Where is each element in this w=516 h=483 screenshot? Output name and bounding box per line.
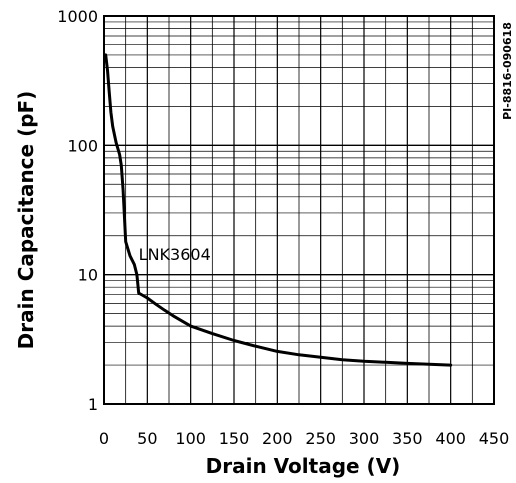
y-tick-label: 10 [78, 266, 98, 285]
x-tick-label: 300 [349, 429, 380, 448]
x-axis-label: Drain Voltage (V) [206, 454, 401, 478]
y-axis-label: Drain Capacitance (pF) [14, 91, 38, 350]
x-tick-label: 250 [305, 429, 336, 448]
y-tick-label: 100 [67, 136, 98, 155]
x-tick-label: 50 [137, 429, 157, 448]
plot-frame [103, 15, 495, 405]
x-tick-label: 100 [175, 429, 206, 448]
y-tick-labels: 1 10 100 1000 [57, 7, 98, 414]
x-tick-label: 450 [479, 429, 510, 448]
y-tick-label: 1000 [57, 7, 98, 26]
x-tick-label: 350 [392, 429, 423, 448]
figure-id: PI-8816-090618 [501, 22, 514, 120]
y-tick-label: 1 [88, 395, 98, 414]
chart-annotation: LNK3604 [139, 245, 211, 264]
x-tick-labels: 0 50 100 150 200 250 300 350 400 450 [99, 429, 509, 448]
series-line [104, 53, 453, 367]
x-tick-label: 400 [435, 429, 466, 448]
grid-lines [104, 16, 494, 404]
x-tick-label: 150 [219, 429, 250, 448]
x-tick-label: 200 [262, 429, 293, 448]
x-tick-label: 0 [99, 429, 109, 448]
